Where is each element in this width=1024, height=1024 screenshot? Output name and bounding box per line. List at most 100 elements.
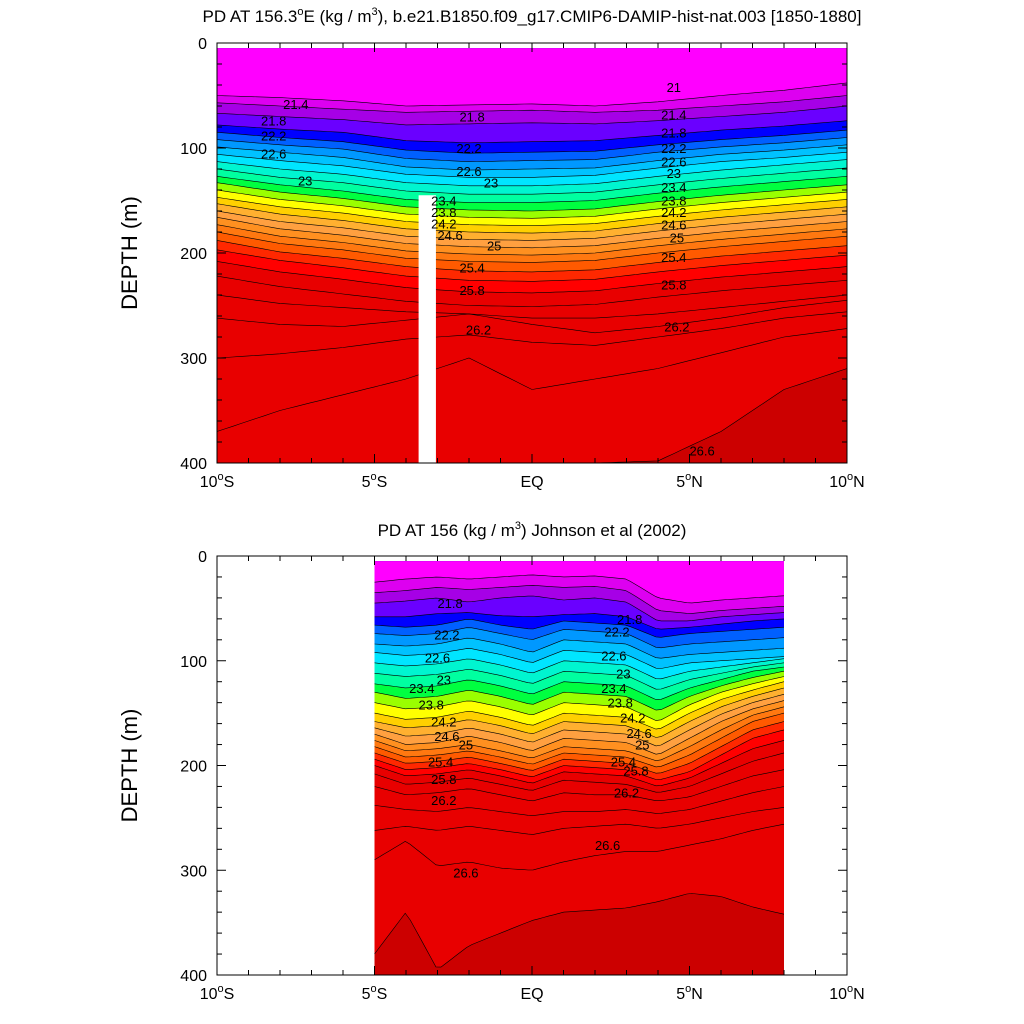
contour-label: 21 — [667, 80, 681, 95]
isopycnal-25.6 — [374, 740, 785, 787]
y-tick-label: 400 — [180, 968, 207, 985]
isopycnal-25.6 — [217, 261, 847, 294]
y-tick-label: 300 — [180, 351, 207, 368]
missing-data-column — [418, 195, 436, 463]
contour-label: 25.4 — [428, 754, 453, 769]
y-tick-label: 300 — [180, 863, 207, 880]
contour-label: 25.8 — [623, 764, 648, 779]
contour-label: 24.6 — [437, 228, 462, 243]
contour-label: 24.2 — [431, 715, 456, 730]
contour-label: 26.2 — [664, 320, 689, 335]
isopycnal-22.4 — [374, 627, 785, 649]
contour-label: 25.8 — [661, 278, 686, 293]
isopycnal-24.6 — [374, 700, 785, 755]
isopycnal-25 — [374, 712, 785, 768]
isopycnal-24 — [374, 681, 785, 730]
contour-label: 22.2 — [456, 141, 481, 156]
isopycnal-24.8 — [374, 706, 785, 762]
contour-label: 26.6 — [595, 838, 620, 853]
contour-label: 23.4 — [409, 681, 434, 696]
contour-label: 23 — [298, 174, 312, 189]
isopycnal-26 — [374, 769, 785, 802]
contour-label: 26.2 — [431, 793, 456, 808]
contour-label: 23.8 — [431, 205, 456, 220]
contour-label: 21.8 — [437, 596, 462, 611]
contour-label: 25 — [635, 738, 649, 753]
y-tick-label: 100 — [180, 141, 207, 158]
y-axis-label: DEPTH (m) — [117, 709, 142, 823]
contour-label: 21.4 — [661, 107, 686, 122]
contour-label: 22.6 — [425, 651, 450, 666]
isopycnal-23 — [374, 658, 785, 680]
isopycnal-22.8 — [217, 151, 847, 178]
x-tick-label: 10oN — [829, 983, 864, 1003]
contour-label: 23.4 — [601, 681, 626, 696]
isopycnal-22.2 — [374, 618, 785, 638]
isopycnal-21.4 — [217, 82, 847, 107]
isopycnal-26.8 — [374, 893, 785, 968]
x-tick-label: 5oS — [362, 983, 388, 1003]
contour-label: 25 — [459, 738, 473, 753]
contour-label: 22.2 — [604, 624, 629, 639]
contour-label: 21.8 — [459, 110, 484, 125]
contour-label: 25.4 — [611, 754, 636, 769]
isopycnal-23.4 — [374, 666, 785, 700]
contour-label: 25.8 — [431, 772, 456, 787]
isopycnal-25.8 — [217, 275, 847, 307]
isopycnal-23.8 — [374, 676, 785, 721]
contour-label: 23.4 — [661, 180, 686, 195]
contour-label: 24.6 — [434, 729, 459, 744]
isopycnal-21.6 — [374, 585, 785, 614]
isopycnal-24.6 — [217, 217, 847, 249]
contour-label: 25.4 — [661, 250, 686, 265]
isopycnal-24.8 — [217, 224, 847, 256]
isopycnal-23.4 — [217, 176, 847, 203]
isopycnal-26.6 — [374, 823, 785, 871]
y-tick-label: 400 — [180, 456, 207, 473]
isopycnal-21.6 — [217, 95, 847, 113]
x-tick-label: EQ — [520, 474, 543, 491]
contour-fill-21.4 — [217, 48, 847, 106]
isopycnal-23.6 — [217, 182, 847, 212]
isopycnal-22.8 — [374, 648, 785, 669]
isopycnal-26.2 — [217, 300, 847, 334]
isopycnal-26.8 — [217, 368, 847, 463]
y-tick-label: 0 — [198, 549, 207, 566]
y-tick-label: 100 — [180, 654, 207, 671]
contour-label: 23 — [484, 176, 498, 191]
isopycnal-26.2 — [374, 786, 785, 816]
contour-label: 24.2 — [661, 205, 686, 220]
contour-label: 22.6 — [601, 649, 626, 664]
isopycnal-22.6 — [217, 144, 847, 171]
contour-label: 23.8 — [661, 194, 686, 209]
contour-label: 21.4 — [283, 97, 308, 112]
contour-label: 26.6 — [689, 443, 714, 458]
contour-label: 26.2 — [614, 786, 639, 801]
isopycnal-23.8 — [217, 189, 847, 219]
isopycnal-22.2 — [217, 129, 847, 154]
x-tick-label: 5oS — [362, 471, 388, 491]
contour-label: 23 — [667, 166, 681, 181]
isopycnal-25.4 — [217, 249, 847, 282]
isopycnal-23.2 — [374, 662, 785, 690]
contour-label: 24.2 — [620, 710, 645, 725]
isopycnal-24.2 — [217, 203, 847, 234]
contour-label: 23.8 — [608, 696, 633, 711]
isopycnal-21.4 — [374, 574, 785, 604]
contour-label: 24.2 — [431, 217, 456, 232]
isopycnal-24.4 — [217, 210, 847, 241]
isopycnal-26.4 — [217, 311, 847, 359]
x-tick-label: 5oN — [676, 471, 703, 491]
isopycnal-25.4 — [374, 729, 785, 780]
y-tick-label: 200 — [180, 759, 207, 776]
isopycnal-22.4 — [217, 137, 847, 162]
contour-label: 25.4 — [459, 261, 484, 276]
contour-label: 25.8 — [459, 283, 484, 298]
contour-label: 23 — [437, 673, 451, 688]
isopycnal-25.8 — [374, 752, 785, 793]
isopycnal-23.6 — [374, 670, 785, 711]
isopycnal-24.4 — [374, 694, 785, 747]
